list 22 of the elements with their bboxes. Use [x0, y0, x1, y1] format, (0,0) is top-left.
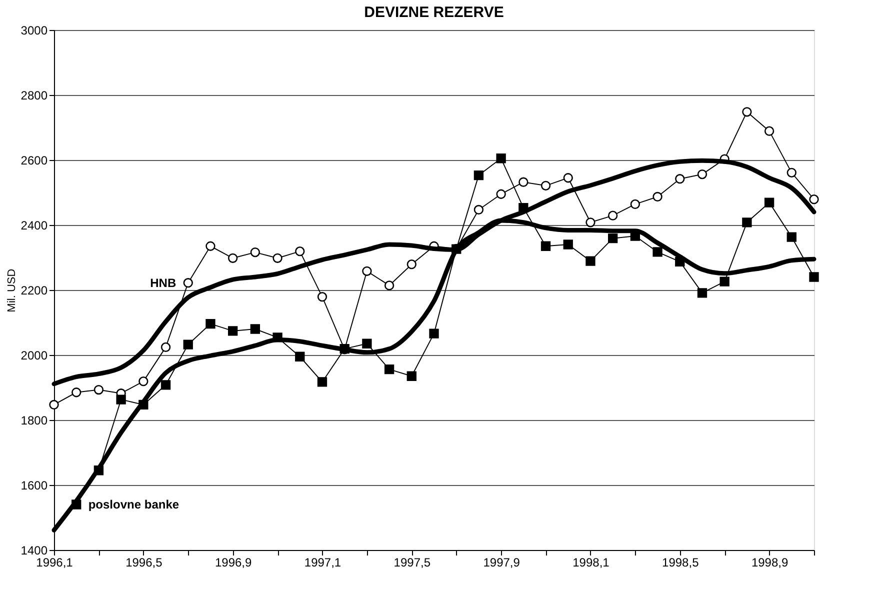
x-tick-label: 1996,1 — [36, 556, 74, 570]
y-tick-label: 1400 — [20, 544, 48, 558]
x-tick-label: 1996,5 — [126, 556, 163, 570]
series-label: poslovne banke — [88, 498, 180, 512]
y-tick-label: 2200 — [20, 284, 48, 298]
y-tick-label: 2800 — [20, 88, 48, 102]
y-tick-label: 1600 — [20, 478, 48, 492]
y-tick-label: 2600 — [20, 154, 48, 168]
y-axis-title: Mil. USD — [6, 268, 18, 312]
series-label: HNB — [150, 276, 176, 290]
x-tick-label: 1997,9 — [483, 556, 520, 570]
chart-title: DEVIZNE REZERVE — [364, 4, 504, 21]
y-tick-label: 1800 — [20, 414, 48, 428]
x-tick-label: 1997,1 — [304, 556, 342, 570]
x-tick-label: 1998,1 — [572, 556, 610, 570]
x-tick-label: 1998,5 — [662, 556, 700, 570]
x-tick-label: 1997,5 — [394, 556, 431, 570]
y-tick-label: 3000 — [20, 24, 48, 38]
x-tick-label: 1998,9 — [751, 556, 788, 570]
x-tick-label: 1996,9 — [214, 556, 252, 570]
y-tick-label: 2400 — [20, 218, 48, 232]
y-tick-label: 2000 — [20, 348, 48, 362]
